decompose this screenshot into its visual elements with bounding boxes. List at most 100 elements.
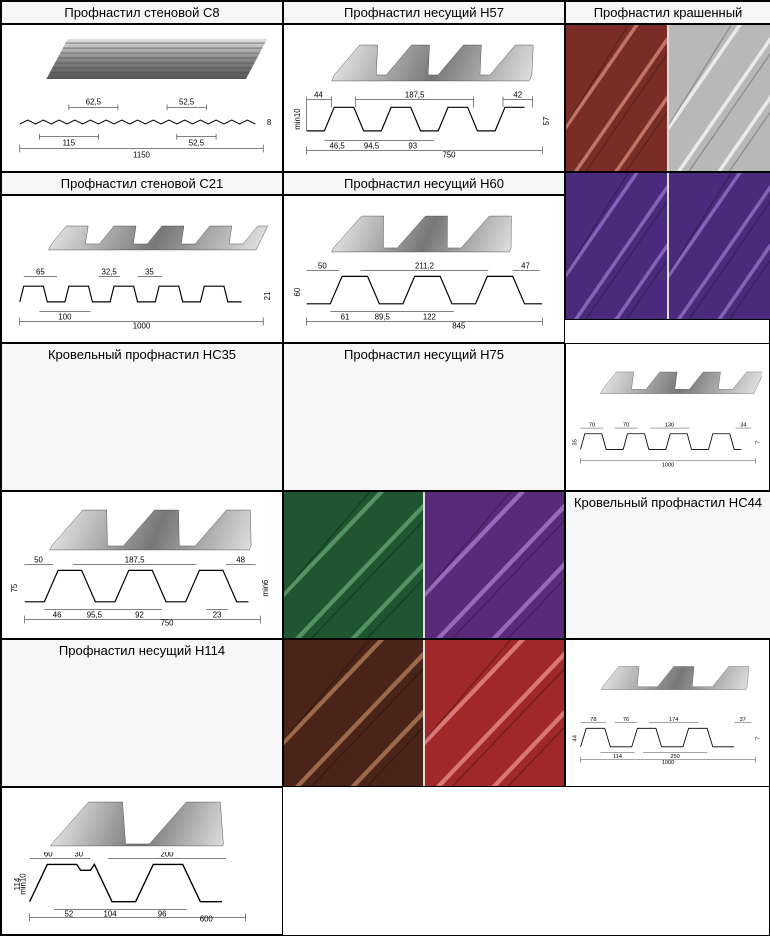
schematic-c21: 65 32,5 35 100 1000 21 [10,260,275,330]
schematic-c8: 62,5 52,5 115 52,5 1150 8 [10,89,275,159]
header-colored: Профнастил крашенный [565,1,770,24]
color-swatch [284,492,423,638]
dim-hc44-b1: 114 [613,754,622,760]
dim-hc44-t1: 78 [590,717,596,723]
dim-c8-top1: 62,5 [85,97,101,106]
schematic-h114: 60 30 200 52 104 96 600 114 min10 [10,852,275,922]
color-swatch [669,25,770,171]
dim-h75-b1: 46 [52,610,61,619]
dim-h75-b4: 23 [212,610,221,619]
dim-hc35-t1: 70 [589,423,595,429]
dim-h114-total: 600 [199,914,213,922]
dim-h114-b1: 52 [64,909,73,918]
dim-h114-t2: 30 [74,852,83,859]
swatch-row-3 [283,491,565,639]
dim-h114-b3: 96 [157,909,166,918]
swatch-row-4 [283,639,565,787]
dim-c21-h: 21 [263,292,272,301]
swatch-row-1 [565,24,770,172]
profile3d-hc44 [574,646,762,700]
profile3d-hc35 [574,350,762,404]
dim-c21-b1: 100 [58,313,72,322]
cell-h114: 60 30 200 52 104 96 600 114 min10 [1,787,283,935]
dim-h114-min: min10 [18,873,27,895]
dim-hc44-h: 44 [572,735,578,741]
dim-h75-h: 75 [10,583,19,592]
dim-hc44-total: 1000 [662,760,675,766]
dim-h57-b1: 46,5 [329,142,345,151]
dim-c21-t3: 35 [144,267,153,276]
dim-hc35-t2: 70 [623,423,629,429]
dim-h57-t1: 44 [314,91,323,100]
dim-h60-total: 845 [452,321,466,330]
dim-c21-t1: 65 [36,267,45,276]
dim-h60-t1: 50 [318,262,327,271]
dim-h75-b3: 92 [135,610,144,619]
dim-hc35-h2: 7 [756,441,762,444]
profile3d-h57 [294,31,553,85]
schematic-hc44: 78 76 174 37 114 250 1000 44 7 [572,704,764,774]
dim-h114-t1: 60 [43,852,52,859]
header-c8: Профнастил стеновой С8 [1,1,283,24]
dim-h75-t3: 48 [236,556,245,565]
dim-h57-t2: 187,5 [404,91,424,100]
cell-c21: 65 32,5 35 100 1000 21 [1,195,283,343]
dim-h57-b3: 93 [408,142,417,151]
dim-hc35-t4: 34 [740,423,746,429]
dim-c21-total: 1000 [132,321,150,330]
dim-h60-b3: 122 [422,313,435,322]
dim-h60-h: 60 [292,287,301,296]
header-c21: Профнастил стеновой С21 [1,172,283,195]
profile3d-c21 [12,202,271,256]
dim-c8-bot2: 52,5 [188,139,204,148]
dim-h57-min: min10 [292,108,301,130]
color-swatch [566,25,667,171]
dim-h57-h: 57 [542,117,551,126]
dim-h114-b2: 104 [103,909,117,918]
header-h114: Профнастил несущий Н114 [1,639,283,787]
profile3d-h60 [294,202,553,256]
schematic-h57: 44 187,5 42 46,5 94,5 93 750 57 min10 [292,89,557,159]
dim-h57-t3: 42 [513,91,522,100]
dim-h114-t3: 200 [160,852,174,859]
color-swatch [425,492,564,638]
profile3d-h75 [12,498,271,552]
dim-h75-t2: 187,5 [124,556,144,565]
dim-h75-total: 750 [160,618,174,626]
color-swatch [284,640,423,786]
dim-c8-total: 1150 [133,150,151,159]
cell-h60: 50 211,2 47 61 89,5 122 845 60 [283,195,565,343]
dim-c8-top2: 52,5 [179,97,195,106]
catalog-grid: Профнастил стеновой С8 Профнастил несущи… [0,0,770,936]
cell-hc35: 70 70 130 34 1000 35 7 [565,343,770,491]
header-hc35: Кровельный профнастил НС35 [1,343,283,491]
header-h57: Профнастил несущий Н57 [283,1,565,24]
color-swatch [425,640,564,786]
cell-h57: 44 187,5 42 46,5 94,5 93 750 57 min10 [283,24,565,172]
dim-c8-bot1: 115 [62,139,75,148]
dim-c21-t2: 32,5 [101,267,117,276]
dim-hc44-t3: 174 [669,717,678,723]
dim-h75-min: min6 [261,579,270,597]
dim-h75-t1: 50 [34,556,43,565]
dim-h60-t2: 211,2 [414,262,433,271]
swatch-row-2 [565,172,770,320]
schematic-h75: 50 187,5 48 46 95,5 92 23 750 75 min6 [10,556,275,626]
dim-hc44-t2: 76 [623,717,629,723]
dim-h60-b2: 89,5 [374,313,390,322]
schematic-hc35: 70 70 130 34 1000 35 7 [572,408,764,478]
dim-hc35-h1: 35 [572,439,578,445]
profile3d-h114 [12,794,271,848]
color-swatch [566,173,667,319]
cell-c8: 62,5 52,5 115 52,5 1150 8 [1,24,283,172]
dim-hc44-t4: 37 [740,717,746,723]
dim-hc44-h2: 7 [756,737,762,740]
dim-h57-total: 750 [442,150,456,159]
dim-c8-h: 8 [266,118,271,127]
dim-h75-b2: 95,5 [86,610,102,619]
header-h60: Профнастил несущий Н60 [283,172,565,195]
dim-h57-b2: 94,5 [363,142,379,151]
dim-h60-t3: 47 [521,262,530,271]
dim-h60-b1: 61 [340,313,349,322]
cell-hc44: 78 76 174 37 114 250 1000 44 7 [565,639,770,787]
